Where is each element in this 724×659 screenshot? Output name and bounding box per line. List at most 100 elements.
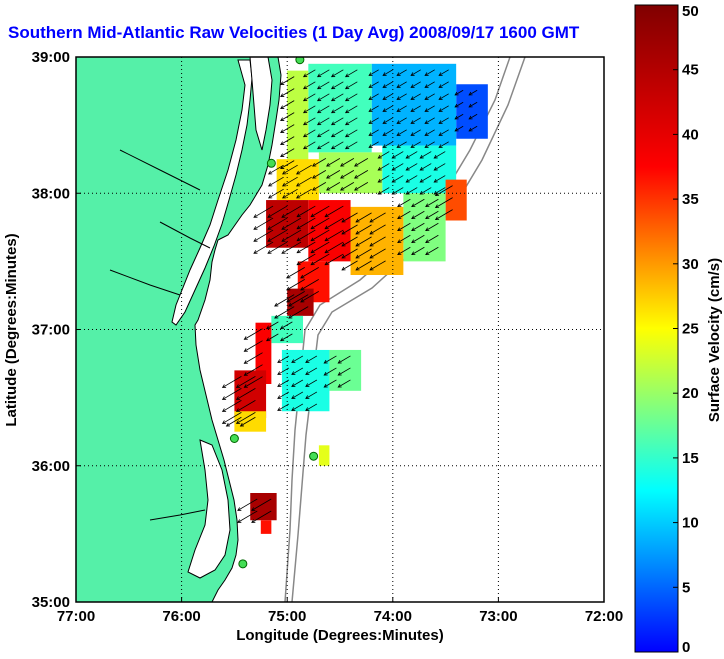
velocity-vector-head [438, 96, 443, 100]
velocity-vector [296, 176, 312, 187]
velocity-vector-head [253, 238, 258, 242]
velocity-vector-head [411, 227, 416, 232]
velocity-vector-head [344, 73, 350, 78]
velocity-vector [435, 209, 453, 220]
velocity-vector [369, 224, 386, 235]
velocity-vector [282, 164, 298, 175]
velocity-vector-head [369, 254, 374, 259]
velocity-vector [303, 105, 316, 114]
velocity-vector [391, 187, 404, 195]
velocity-vector-head [267, 214, 272, 218]
velocity-vector [438, 141, 449, 148]
velocity-vector [396, 141, 407, 148]
velocity-vector-head [316, 73, 322, 78]
velocity-vector [310, 229, 330, 242]
y-tick-label: 36:00 [32, 458, 70, 475]
velocity-vector [305, 367, 318, 375]
velocity-vector-head [405, 190, 410, 195]
velocity-vector [317, 141, 330, 150]
velocity-vector [355, 236, 372, 247]
velocity-vector [377, 175, 390, 183]
velocity-vector-head [281, 238, 286, 242]
velocity-cell [318, 152, 383, 194]
velocity-vector-head [296, 194, 301, 199]
velocity-vector-head [280, 105, 285, 109]
velocity-vector-head [411, 215, 416, 220]
velocity-vector [424, 117, 435, 124]
velocity-vector-head [344, 145, 350, 150]
velocity-vector [237, 498, 258, 511]
velocity-vector [286, 279, 305, 291]
velocity-vector [425, 234, 439, 243]
velocity-vector [312, 182, 327, 191]
velocity-vector-head [341, 242, 346, 247]
velocity-vector-head [454, 103, 459, 108]
velocity-vector [468, 101, 478, 108]
isobath-inner [284, 57, 511, 602]
velocity-vector-head [280, 141, 285, 145]
velocity-vector-head [434, 204, 440, 209]
velocity-vector-head [296, 225, 301, 230]
velocity-vector-head [310, 225, 315, 230]
velocity-vector [288, 294, 309, 307]
velocity-vector-head [302, 85, 308, 90]
velocity-vector-head [344, 97, 350, 102]
velocity-vector-head [268, 182, 273, 187]
chesapeake-bay [171, 59, 253, 326]
velocity-vector [419, 187, 432, 195]
velocity-vector-head [410, 72, 415, 76]
velocity-vector [438, 81, 449, 88]
velocity-vector [281, 205, 302, 218]
velocity-vector-head [312, 174, 317, 179]
colorbar-tick-label: 45 [682, 62, 699, 79]
velocity-vector [468, 89, 478, 96]
chart-title: Southern Mid-Atlantic Raw Velocities (1 … [8, 23, 580, 42]
velocity-vector [317, 93, 330, 102]
velocity-vector-head [330, 73, 336, 78]
velocity-vector-head [277, 371, 282, 375]
velocity-vector-head [305, 359, 310, 363]
velocity-vector-head [468, 127, 473, 132]
velocity-vector-head [316, 133, 322, 138]
velocity-vector-head [323, 371, 328, 376]
velocity-vector-head [391, 166, 396, 171]
velocity-vector [424, 93, 435, 100]
velocity-vector-head [419, 190, 424, 195]
velocity-vector-head [425, 239, 430, 244]
velocity-vector-head [296, 237, 301, 242]
x-tick-label: 77:00 [57, 608, 95, 625]
velocity-vector [300, 291, 319, 303]
velocity-vector-head [274, 302, 279, 307]
velocity-cell [403, 193, 446, 262]
velocity-vector-head [243, 336, 248, 340]
velocity-vector-head [277, 395, 282, 399]
velocity-vector [345, 93, 358, 102]
velocity-vector-head [337, 359, 342, 364]
y-axis: 35:00 36:00 37:00 38:00 39:00 [32, 49, 81, 611]
velocity-field [234, 63, 488, 534]
velocity-vector-head [330, 109, 336, 114]
bay-river-1 [159, 221, 211, 249]
velocity-vector [280, 160, 295, 169]
velocity-vector-head [377, 166, 382, 171]
velocity-vector [237, 510, 258, 523]
velocity-vector-head [344, 85, 350, 90]
velocity-vector [382, 69, 393, 76]
velocity-vector [410, 141, 421, 148]
velocity-vector [296, 253, 316, 266]
velocity-vector [425, 246, 439, 255]
velocity-vector [280, 136, 295, 145]
x-tick-label: 75:00 [268, 608, 306, 625]
velocity-vector [397, 198, 411, 207]
velocity-vector [396, 117, 407, 124]
velocity-vector-head [251, 507, 256, 511]
velocity-vector-head [316, 97, 322, 102]
velocity-vector-head [268, 194, 273, 199]
velocity-vector-head [243, 348, 248, 352]
velocity-vector-head [419, 166, 424, 171]
velocity-vector-head [344, 109, 350, 114]
velocity-vector [253, 229, 274, 242]
velocity-vector-head [280, 93, 285, 97]
velocity-vector [341, 212, 358, 223]
velocity-vector [331, 105, 344, 114]
